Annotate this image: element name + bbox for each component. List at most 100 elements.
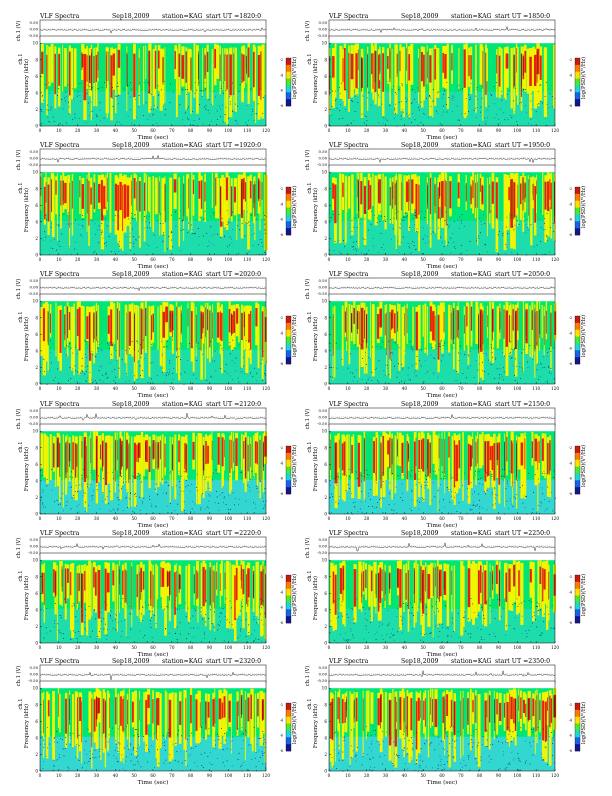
spectrogram-burst-peak: [91, 53, 92, 91]
spectrogram-speckle: [515, 348, 516, 349]
spectrogram-speckle: [171, 231, 172, 232]
spectrogram-speckle: [334, 601, 335, 602]
spectrogram-speckle: [490, 605, 491, 606]
spectrogram-speckle: [236, 358, 237, 359]
spectrogram-speckle: [189, 756, 190, 757]
spectrogram-speckle: [177, 627, 178, 628]
spectrogram-speckle: [78, 735, 79, 736]
spectrogram-speckle: [520, 487, 521, 488]
spectrogram-speckle: [264, 373, 265, 374]
spectrogram-speckle: [363, 607, 364, 608]
spectrogram-burst-core: [540, 567, 542, 584]
x-tick-label: 120: [551, 386, 559, 391]
spectrogram-burst: [115, 565, 116, 619]
x-tick-label: 120: [551, 645, 559, 650]
spectrogram-speckle: [375, 474, 376, 475]
spectrogram-speckle: [515, 214, 516, 215]
spectrogram-speckle: [368, 93, 369, 94]
spectrogram-speckle: [104, 118, 105, 119]
y-tick-label: 6: [324, 591, 327, 596]
x-tick-label: 100: [224, 128, 232, 133]
spectrogram-speckle: [118, 504, 119, 505]
spectrogram-speckle: [389, 504, 390, 505]
spectrogram-burst: [264, 44, 265, 95]
spectrogram-burst: [372, 174, 373, 206]
spectrogram-speckle: [482, 362, 483, 363]
spectrogram-speckle: [369, 609, 370, 610]
spectrogram-speckle: [59, 225, 60, 226]
spectrogram-burst-core: [513, 565, 515, 587]
spectrogram-speckle: [148, 92, 149, 93]
spectrogram-speckle: [403, 603, 404, 604]
spectrogram-speckle: [118, 508, 119, 509]
spectrogram-speckle: [245, 619, 246, 620]
waveform-tick-label: 0.00: [30, 156, 39, 161]
spectrogram-speckle: [375, 369, 376, 370]
spectrogram-burst-core: [136, 445, 137, 462]
spectrogram-speckle: [510, 342, 511, 343]
spectrogram-burst-core: [117, 440, 118, 460]
spectrogram-speckle: [128, 637, 129, 638]
spectrogram-burst-core: [139, 181, 141, 211]
spectrogram-speckle: [263, 744, 264, 745]
spectrogram-speckle: [454, 97, 455, 98]
spectrogram-speckle: [223, 93, 224, 94]
spectrogram-speckle: [441, 340, 442, 341]
spectrogram-speckle: [443, 106, 444, 107]
panel-header-title: VLF Spectra: [39, 271, 80, 278]
spectrogram-burst-core: [339, 698, 340, 724]
spectrogram-speckle: [491, 346, 492, 347]
spectrogram-speckle: [140, 631, 141, 632]
spectrogram-speckle: [514, 482, 515, 483]
spectrogram-burst-peak: [414, 571, 415, 603]
spectrogram-speckle: [412, 89, 413, 90]
spectrogram-speckle: [82, 225, 83, 226]
spectrogram-burst-peak: [127, 54, 128, 86]
spectrogram-burst-core: [127, 185, 130, 216]
spectrogram-speckle: [237, 225, 238, 226]
spectrogram-speckle: [491, 348, 492, 349]
spectrogram-speckle: [380, 498, 381, 499]
spectrogram-burst-peak: [515, 313, 516, 349]
spectrogram-burst: [351, 174, 353, 235]
spectrogram-speckle: [247, 212, 248, 213]
y-tick-label: 4: [324, 219, 327, 224]
spectrogram-speckle: [66, 345, 67, 346]
spectrogram-speckle: [468, 356, 469, 357]
spectrogram-speckle: [247, 105, 248, 106]
spectrogram-burst: [174, 435, 176, 500]
spectrogram-speckle: [57, 95, 58, 96]
spectrogram-speckle: [101, 366, 102, 367]
x-tick-label: 120: [551, 516, 559, 521]
spectrogram-speckle: [479, 218, 480, 219]
spectrogram-burst-core: [222, 703, 223, 719]
spectrogram-burst-peak: [535, 312, 536, 349]
waveform-ylabel: ch.1 (V): [15, 150, 22, 171]
spectrogram-speckle: [423, 499, 424, 500]
spectrogram-speckle: [85, 493, 86, 494]
colorbar-segment: [575, 194, 580, 201]
spectrogram-speckle: [166, 493, 167, 494]
spectrogram-burst: [334, 306, 335, 378]
spectrogram-speckle: [409, 118, 410, 119]
x-tick-label: 70: [458, 257, 464, 262]
spectrogram-burst-peak: [186, 443, 187, 466]
spectrogram-speckle: [249, 225, 250, 226]
spectrogram-burst: [385, 692, 387, 737]
spectrogram-speckle: [394, 110, 395, 111]
spectrogram-speckle: [44, 744, 45, 745]
spectrogram-burst-core: [50, 313, 51, 333]
x-tick-label: 0: [39, 773, 42, 778]
spectrogram-burst-peak: [346, 700, 347, 718]
colorbar-label: log(PSD)(V²/Hz): [580, 445, 587, 487]
spectrogram-speckle: [368, 496, 369, 497]
spectrogram-speckle: [399, 252, 400, 253]
spectrogram-burst-core: [415, 184, 417, 219]
spectrogram-speckle: [394, 108, 395, 109]
spectrogram-speckle: [113, 106, 114, 107]
spectrogram-speckle: [82, 615, 83, 616]
spectrogram-speckle: [371, 342, 372, 343]
colorbar-label: log(PSD)(V²/Hz): [291, 574, 298, 616]
spectrogram-speckle: [495, 636, 496, 637]
spectrogram-speckle: [188, 106, 189, 107]
